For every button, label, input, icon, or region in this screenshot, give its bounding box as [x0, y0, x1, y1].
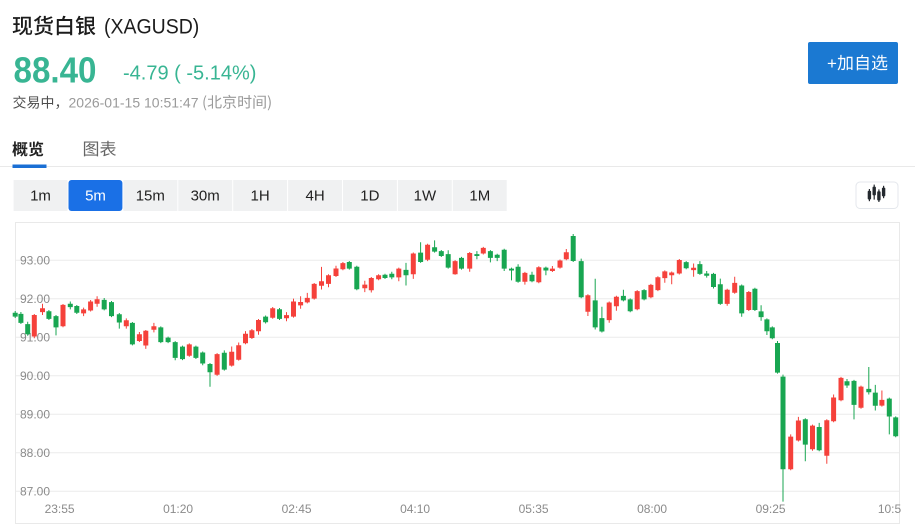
- svg-text:1W: 1W: [414, 188, 437, 205]
- svg-text:09:25: 09:25: [756, 502, 786, 516]
- svg-text:+: +: [827, 54, 837, 73]
- svg-text:87.00: 87.00: [20, 484, 50, 498]
- svg-text:(XAGUSD): (XAGUSD): [104, 16, 199, 39]
- svg-text:1m: 1m: [30, 188, 51, 205]
- svg-text:92.00: 92.00: [20, 292, 50, 306]
- svg-text:10:5: 10:5: [878, 502, 902, 516]
- svg-text:1D: 1D: [360, 188, 379, 205]
- svg-text:88.40: 88.40: [14, 50, 97, 91]
- svg-text:01:20: 01:20: [163, 502, 193, 516]
- svg-text:2026-01-15 10:51:47: 2026-01-15 10:51:47: [69, 95, 199, 111]
- svg-text:90.00: 90.00: [20, 369, 50, 383]
- svg-text:-4.79 ( -5.14%): -4.79 ( -5.14%): [123, 63, 256, 85]
- svg-text:93.00: 93.00: [20, 253, 50, 267]
- svg-text:5m: 5m: [85, 188, 106, 205]
- svg-text:1H: 1H: [251, 188, 270, 205]
- svg-text:88.00: 88.00: [20, 446, 50, 460]
- svg-text:04:10: 04:10: [400, 502, 430, 516]
- svg-text:15m: 15m: [136, 188, 165, 205]
- svg-text:23:55: 23:55: [45, 502, 75, 516]
- svg-text:1M: 1M: [469, 188, 490, 205]
- svg-text:08:00: 08:00: [637, 502, 667, 516]
- svg-text:4H: 4H: [306, 188, 325, 205]
- svg-text:89.00: 89.00: [20, 407, 50, 421]
- svg-text:02:45: 02:45: [282, 502, 312, 516]
- svg-text:05:35: 05:35: [519, 502, 549, 516]
- svg-text:30m: 30m: [191, 188, 220, 205]
